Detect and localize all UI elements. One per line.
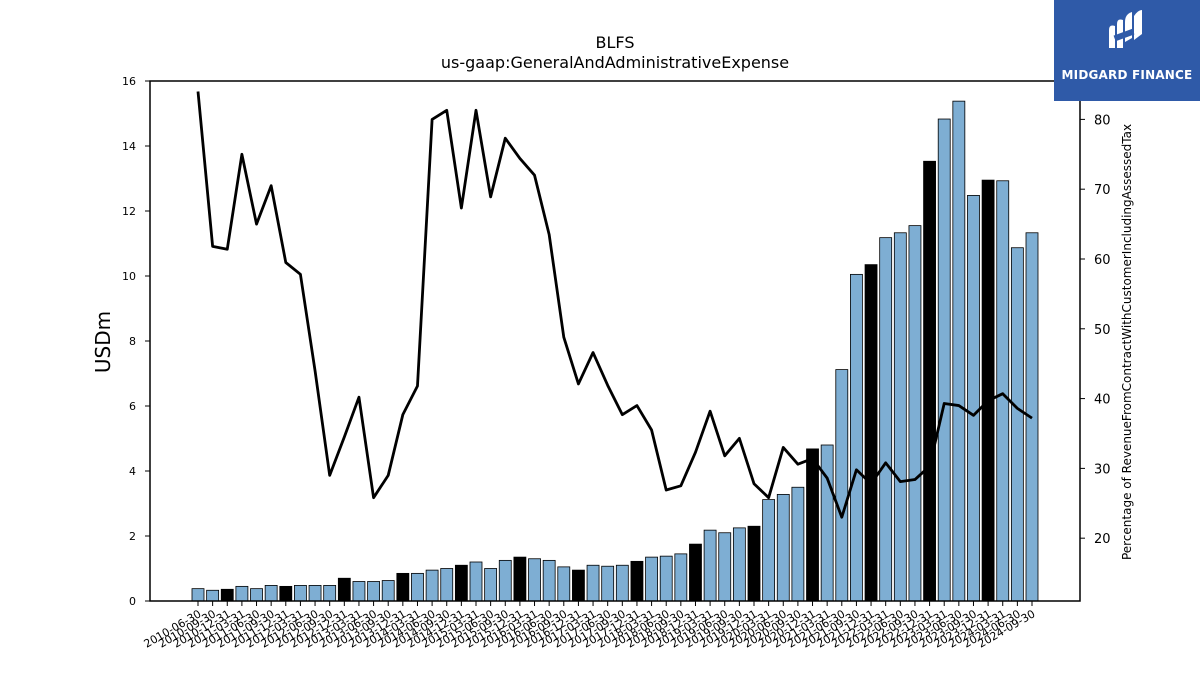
y-tick-label: 4	[129, 465, 136, 478]
y2-tick-label: 20	[1094, 532, 1111, 547]
logo-text: MIDGARD FINANCE	[1061, 68, 1193, 82]
bar-2021-09-30	[850, 273, 863, 602]
revenue-percentage-line	[196, 91, 1033, 519]
line-series	[196, 91, 1033, 519]
y2-axis-label: Percentage of RevenueFromContractWithCus…	[1120, 124, 1134, 560]
bar-2023-06-30	[952, 100, 966, 602]
bar-2013-06-30	[367, 581, 380, 602]
y-tick-label: 14	[122, 140, 136, 153]
bar-2016-06-30	[542, 559, 556, 602]
y-tick-label: 8	[129, 335, 136, 348]
bar-2010-12-31	[220, 588, 234, 602]
bar-2012-06-30	[308, 585, 322, 602]
bar-2014-03-31	[411, 572, 424, 602]
bar-2020-03-31	[762, 499, 776, 602]
y-tick-label: 6	[129, 400, 136, 413]
bar-2015-06-30	[484, 568, 498, 602]
y2-tick-label: 40	[1094, 393, 1111, 408]
y2-tick-label: 60	[1094, 253, 1111, 268]
bar-2021-06-30	[835, 369, 849, 602]
bar-series	[191, 100, 1039, 602]
bar-2016-09-30	[557, 566, 571, 602]
bar-2022-09-30	[908, 225, 922, 602]
bar-2024-06-30	[1010, 247, 1024, 602]
bar-2011-03-31	[235, 585, 249, 602]
logo-mark-icon	[1109, 10, 1142, 48]
y-tick-label: 12	[122, 205, 136, 218]
bar-2024-03-31	[996, 180, 1010, 602]
bar-2021-12-31	[864, 264, 878, 602]
y2-tick-label: 70	[1094, 183, 1111, 198]
bar-2010-06-30	[191, 588, 205, 602]
y2-tick-label: 30	[1094, 462, 1111, 477]
y-tick-label: 2	[129, 530, 136, 543]
bar-2018-12-31	[689, 543, 702, 602]
bar-2019-06-30	[718, 532, 732, 602]
y-tick-label: 16	[122, 75, 136, 88]
bar-2011-06-30	[250, 588, 263, 602]
bar-2012-03-31	[294, 585, 307, 602]
y2-tick-label: 80	[1094, 113, 1111, 128]
bar-2023-12-31	[981, 179, 995, 602]
bar-2017-03-31	[586, 564, 600, 602]
bar-2018-06-30	[659, 555, 673, 602]
bar-2022-03-31	[879, 237, 893, 602]
bar-2018-09-30	[674, 553, 688, 602]
bar-2020-09-30	[791, 486, 805, 602]
bar-2017-06-30	[601, 565, 615, 602]
y-tick-label: 0	[129, 595, 136, 608]
bar-2017-12-31	[630, 560, 644, 602]
y-axis-label: USDm	[91, 311, 115, 373]
bar-2013-09-30	[381, 580, 395, 602]
bar-2015-03-31	[469, 561, 483, 602]
bar-2012-09-30	[323, 585, 337, 602]
bar-2011-09-30	[264, 585, 278, 602]
bar-2016-03-31	[528, 558, 541, 602]
bar-2015-12-31	[513, 556, 527, 602]
bar-2014-09-30	[440, 568, 454, 602]
bar-2013-03-31	[352, 581, 366, 602]
y-tick-label: 10	[122, 270, 136, 283]
bar-2019-12-31	[747, 525, 761, 602]
bar-2023-03-31	[937, 118, 951, 602]
bar-2019-09-30	[732, 527, 746, 602]
bar-2015-09-30	[498, 559, 512, 602]
bar-2019-03-31	[703, 529, 717, 602]
chart-title: BLFS	[596, 33, 635, 52]
chart-subtitle: us-gaap:GeneralAndAdministrativeExpense	[441, 53, 789, 72]
bar-2012-12-31	[337, 577, 351, 602]
bar-2013-12-31	[396, 572, 410, 602]
bar-2022-06-30	[893, 232, 907, 602]
bar-2010-09-30	[206, 589, 220, 602]
bar-2023-09-30	[967, 194, 980, 602]
bar-2014-12-31	[454, 564, 468, 602]
bar-2021-03-31	[820, 444, 834, 602]
bar-2022-12-31	[923, 160, 936, 602]
bar-2018-03-31	[645, 556, 658, 602]
midgard-finance-logo: MIDGARD FINANCE	[1054, 0, 1200, 101]
bar-2014-06-30	[425, 569, 439, 602]
bar-2011-12-31	[279, 585, 293, 602]
y2-tick-label: 50	[1094, 323, 1111, 338]
bar-2020-12-31	[806, 448, 819, 602]
bar-2016-12-31	[572, 569, 585, 602]
bar-2020-06-30	[776, 493, 790, 602]
bar-2017-09-30	[615, 564, 629, 602]
axes: 0246810121416203040506070802010-06-30201…	[122, 75, 1111, 651]
